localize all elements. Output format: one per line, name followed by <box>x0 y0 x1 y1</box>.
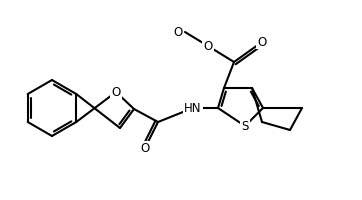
Text: O: O <box>203 40 212 52</box>
Text: O: O <box>174 25 183 38</box>
Text: O: O <box>111 86 121 98</box>
Text: O: O <box>257 36 267 48</box>
Text: O: O <box>140 142 150 154</box>
Text: HN: HN <box>184 102 202 114</box>
Text: S: S <box>241 119 249 132</box>
